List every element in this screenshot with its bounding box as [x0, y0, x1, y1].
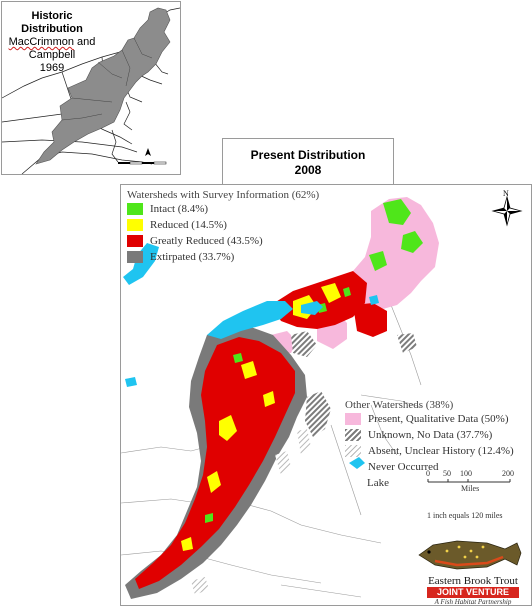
logo: Eastern Brook Trout JOINT VENTURE A Fish…: [417, 575, 529, 606]
historic-title-line1: Historic Distribution: [21, 10, 83, 35]
legend-survey-label: Intact (8.4%): [150, 203, 209, 215]
brook-trout-logo-icon: [418, 540, 522, 570]
scale-tick: 100: [460, 469, 472, 478]
legend-other: Other Watersheds (38%) Present, Qualitat…: [345, 399, 514, 491]
historic-north-arrow-icon: [145, 148, 151, 156]
region-present-qualitative: [353, 197, 439, 309]
region-greatly-reduced: [135, 337, 295, 589]
legend-other-label: Present, Qualitative Data (50%): [368, 413, 509, 425]
legend-survey-label: Greatly Reduced (43.5%): [150, 235, 263, 247]
present-title-line2: 2008: [294, 163, 322, 177]
logo-line2: JOINT VENTURE: [427, 587, 519, 598]
legend-survey-row: Extirpated (33.7%): [127, 249, 319, 265]
legend-other-label: Never Occurred: [368, 461, 439, 473]
legend-swatch: [127, 203, 143, 215]
legend-swatch: [127, 235, 143, 247]
present-distribution-map: Watersheds with Survey Information (62%)…: [120, 184, 532, 606]
scale-bar: [427, 479, 511, 483]
historic-author-name: MacCrimmon: [8, 36, 74, 48]
legend-other-row: Absent, Unclear History (12.4%): [345, 443, 514, 459]
legend-survey-label: Extirpated (33.7%): [150, 251, 235, 263]
legend-swatch: [345, 413, 361, 425]
legend-other-row: Present, Qualitative Data (50%): [345, 411, 514, 427]
legend-swatch: [345, 461, 361, 473]
present-distribution-title: Present Distribution 2008: [222, 138, 394, 186]
legend-survey-row: Reduced (14.5%): [127, 217, 319, 233]
legend-swatch: [127, 219, 143, 231]
legend-swatch: [127, 251, 143, 263]
historic-title-line2: MacCrimmon and Campbell: [2, 36, 102, 62]
scale-tick: 50: [443, 469, 451, 478]
legend-swatch: [345, 429, 361, 441]
legend-swatch: [345, 445, 361, 457]
legend-other-row: Unknown, No Data (37.7%): [345, 427, 514, 443]
legend-lake-swatch: [349, 457, 365, 469]
legend-survey-row: Greatly Reduced (43.5%): [127, 233, 319, 249]
present-title-line1: Present Distribution: [250, 148, 366, 162]
legend-other-label: Unknown, No Data (37.7%): [368, 429, 493, 441]
scale-tick: 200: [502, 469, 514, 478]
scale-note: 1 inch equals 120 miles: [427, 511, 503, 520]
scale-ticks: 0 50 100 200: [426, 469, 516, 479]
region-unknown: [305, 391, 331, 437]
logo-line3: A Fish Habitat Partnership: [434, 598, 512, 606]
historic-map-graphic: [2, 7, 180, 174]
legend-other-row: Never Occurred: [345, 459, 514, 475]
lakes: [123, 243, 379, 387]
historic-title-line3: 1969: [39, 62, 65, 74]
historic-scale-bar: [118, 161, 167, 165]
historic-author-rest: and Campbell: [28, 36, 96, 61]
legend-survey-row: Intact (8.4%): [127, 201, 319, 217]
compass-north-label: N: [503, 189, 509, 198]
legend-other-label: Absent, Unclear History (12.4%): [368, 445, 514, 457]
legend-survey-heading: Watersheds with Survey Information (62%): [127, 189, 320, 201]
present-map-graphic: [121, 195, 523, 599]
legend-other-heading: Other Watersheds (38%): [345, 399, 454, 411]
logo-line1: Eastern Brook Trout: [428, 575, 518, 587]
legend-survey-label: Reduced (14.5%): [150, 219, 227, 231]
legend-survey: Watersheds with Survey Information (62%)…: [127, 189, 319, 265]
legend-lake-label: Lake: [367, 477, 389, 489]
scale-tick: 0: [426, 469, 430, 478]
historic-range: [35, 7, 171, 165]
scale-unit: Miles: [461, 484, 480, 493]
region-absent: [297, 429, 311, 455]
historic-distribution-map: Historic Distribution MacCrimmon and Cam…: [1, 1, 181, 175]
legend-lake-row: Lake: [345, 475, 514, 491]
historic-title: Historic Distribution MacCrimmon and Cam…: [2, 10, 102, 75]
compass-rose-icon: [491, 195, 523, 227]
